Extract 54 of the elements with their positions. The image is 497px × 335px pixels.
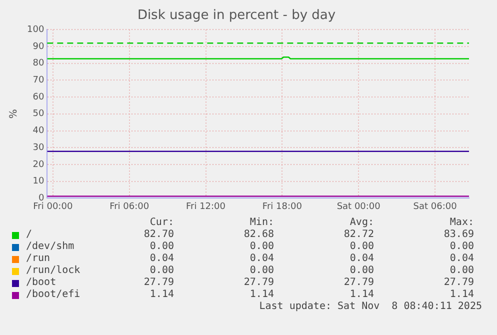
text: 1.14	[248, 289, 274, 301]
text: 82.72	[342, 229, 374, 241]
text: 82.68	[242, 229, 274, 241]
x-tick-label: Fri 06:00	[110, 202, 150, 212]
text: 1.14	[148, 289, 174, 301]
y-axis-title: %	[8, 109, 20, 119]
x-tick-label: Fri 00:00	[33, 202, 73, 212]
legend-label: /boot	[26, 277, 58, 289]
text: Cur:	[148, 217, 174, 229]
text: 0.00	[148, 241, 174, 253]
text: 0.04	[448, 253, 474, 265]
legend-label: /dev/shm	[26, 241, 76, 253]
y-tick-label: 60	[32, 92, 44, 102]
y-tick-label: 40	[32, 126, 44, 136]
legend-label: /boot/efi	[26, 289, 82, 301]
text: 27.79	[442, 277, 474, 289]
chart-title: Disk usage in percent - by day	[137, 8, 336, 24]
text: 0.00	[448, 241, 474, 253]
y-tick-label: 20	[32, 160, 44, 170]
text: 1.14	[348, 289, 374, 301]
legend-label: /run	[26, 253, 52, 265]
text: 27.79	[242, 277, 274, 289]
y-tick-label: 70	[32, 76, 44, 86]
text: Min:	[248, 217, 274, 229]
text: 0.00	[148, 265, 174, 277]
text: 27.79	[142, 277, 174, 289]
y-tick-label: 50	[32, 109, 44, 120]
text: 0.04	[248, 253, 274, 265]
text: 27.79	[342, 277, 374, 289]
y-tick-label: 0	[38, 194, 44, 204]
text: 0.00	[348, 265, 374, 277]
text: 0.00	[248, 265, 274, 277]
y-tick-label: 10	[32, 176, 44, 187]
y-tick-label: 30	[32, 142, 44, 153]
text: 82.70	[142, 229, 174, 241]
text: Avg:	[348, 217, 374, 229]
legend-label: /run/lock	[26, 265, 82, 277]
x-tick-label: Sat 06:00	[413, 202, 458, 212]
y-tick-label: 100	[26, 24, 44, 35]
text: 83.69	[442, 229, 474, 241]
text: 1.14	[448, 289, 474, 301]
x-tick-label: Fri 18:00	[262, 202, 302, 212]
y-tick-label: 80	[32, 58, 44, 69]
text: 0.04	[148, 253, 174, 265]
text: 0.00	[248, 241, 274, 253]
text: 0.00	[348, 241, 374, 253]
text: Last update: Sat Nov 8 08:40:11 2025	[258, 301, 483, 313]
text: 0.00	[448, 265, 474, 277]
y-tick-label: 90	[32, 42, 44, 52]
legend-label: /	[26, 229, 34, 241]
text: Max:	[448, 217, 474, 229]
x-tick-label: Fri 12:00	[186, 202, 226, 212]
x-tick-label: Sat 00:00	[336, 202, 381, 212]
text: 0.04	[348, 253, 374, 265]
